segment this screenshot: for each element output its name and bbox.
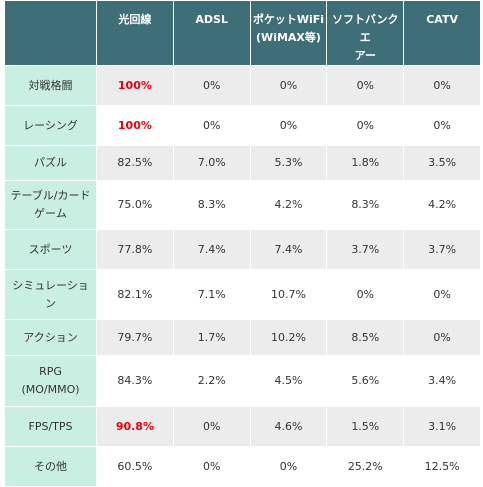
- row-label: レーシング: [4, 105, 97, 146]
- header-hikari: 光回線: [96, 0, 174, 66]
- header-softbank-air: ソフトバンクエ アー: [326, 0, 405, 66]
- table-cell: 90.8%: [96, 406, 174, 447]
- table-row: レーシング 100% 0% 0% 0% 0%: [4, 105, 481, 146]
- table-cell: 0%: [249, 105, 328, 146]
- table-cell: 0%: [172, 65, 251, 106]
- table-cell: 7.0%: [172, 145, 251, 181]
- table-row: パズル 82.5% 7.0% 5.3% 1.8% 3.5%: [4, 145, 481, 181]
- table-cell: 12.5%: [403, 446, 481, 487]
- table-cell: 7.1%: [172, 269, 251, 320]
- table-cell: 0%: [249, 65, 328, 106]
- table-cell: 4.2%: [249, 180, 328, 230]
- connection-share-table: 光回線 ADSL ポケットWiFi (WiMAX等) ソフトバンクエ アー CA…: [4, 0, 481, 487]
- table-cell: 4.6%: [249, 406, 328, 447]
- row-label: その他: [4, 446, 97, 487]
- row-label: FPS/TPS: [4, 406, 97, 447]
- row-label: RPG (MO/MMO): [4, 355, 97, 407]
- table-cell: 0%: [403, 105, 481, 146]
- table-cell: 10.2%: [249, 319, 328, 356]
- comparison-table-container: 光回線 ADSL ポケットWiFi (WiMAX等) ソフトバンクエ アー CA…: [4, 0, 481, 487]
- table-cell: 3.5%: [403, 145, 481, 181]
- table-row: RPG (MO/MMO) 84.3% 2.2% 4.5% 5.6% 3.4%: [4, 355, 481, 407]
- table-cell: 2.2%: [172, 355, 251, 407]
- table-cell: 0%: [172, 105, 251, 146]
- table-cell: 100%: [96, 105, 174, 146]
- table-cell: 75.0%: [96, 180, 174, 230]
- table-cell: 100%: [96, 65, 174, 106]
- table-cell: 4.2%: [403, 180, 481, 230]
- table-cell: 82.1%: [96, 269, 174, 320]
- table-row: 対戦格闘 100% 0% 0% 0% 0%: [4, 65, 481, 106]
- header-pocket-wifi: ポケットWiFi (WiMAX等): [249, 0, 328, 66]
- table-cell: 0%: [172, 446, 251, 487]
- table-cell: 0%: [403, 65, 481, 106]
- table-cell: 0%: [403, 319, 481, 356]
- table-cell: 3.1%: [403, 406, 481, 447]
- table-cell: 0%: [326, 65, 405, 106]
- row-label: パズル: [4, 145, 97, 181]
- table-cell: 10.7%: [249, 269, 328, 320]
- table-cell: 3.7%: [403, 229, 481, 270]
- table-row: アクション 79.7% 1.7% 10.2% 8.5% 0%: [4, 319, 481, 356]
- table-header-row: 光回線 ADSL ポケットWiFi (WiMAX等) ソフトバンクエ アー CA…: [4, 0, 481, 66]
- table-cell: 1.5%: [326, 406, 405, 447]
- table-row: テーブル/カード ゲーム 75.0% 8.3% 4.2% 8.3% 4.2%: [4, 180, 481, 230]
- table-cell: 7.4%: [172, 229, 251, 270]
- header-adsl: ADSL: [172, 0, 251, 66]
- row-label: テーブル/カード ゲーム: [4, 180, 97, 230]
- table-cell: 0%: [249, 446, 328, 487]
- table-cell: 25.2%: [326, 446, 405, 487]
- table-row: シミュレーショ ン 82.1% 7.1% 10.7% 0% 0%: [4, 269, 481, 320]
- table-cell: 82.5%: [96, 145, 174, 181]
- row-label: アクション: [4, 319, 97, 356]
- table-cell: 5.6%: [326, 355, 405, 407]
- table-cell: 5.3%: [249, 145, 328, 181]
- table-cell: 0%: [326, 269, 405, 320]
- table-cell: 3.4%: [403, 355, 481, 407]
- table-cell: 7.4%: [249, 229, 328, 270]
- table-cell: 84.3%: [96, 355, 174, 407]
- header-corner: [4, 0, 97, 66]
- table-cell: 3.7%: [326, 229, 405, 270]
- table-cell: 8.5%: [326, 319, 405, 356]
- table-body: 対戦格闘 100% 0% 0% 0% 0% レーシング 100% 0% 0% 0% 0% パズル 82.5…: [4, 65, 481, 487]
- table-cell: 4.5%: [249, 355, 328, 407]
- table-cell: 77.8%: [96, 229, 174, 270]
- table-row: FPS/TPS 90.8% 0% 4.6% 1.5% 3.1%: [4, 406, 481, 447]
- table-cell: 8.3%: [326, 180, 405, 230]
- row-label: 対戦格闘: [4, 65, 97, 106]
- table-cell: 8.3%: [172, 180, 251, 230]
- table-cell: 60.5%: [96, 446, 174, 487]
- table-cell: 1.8%: [326, 145, 405, 181]
- table-cell: 0%: [172, 406, 251, 447]
- table-row: その他 60.5% 0% 0% 25.2% 12.5%: [4, 446, 481, 487]
- table-cell: 79.7%: [96, 319, 174, 356]
- table-cell: 0%: [403, 269, 481, 320]
- table-row: スポーツ 77.8% 7.4% 7.4% 3.7% 3.7%: [4, 229, 481, 270]
- table-cell: 1.7%: [172, 319, 251, 356]
- row-label: スポーツ: [4, 229, 97, 270]
- row-label: シミュレーショ ン: [4, 269, 97, 320]
- header-catv: CATV: [403, 0, 481, 66]
- table-cell: 0%: [326, 105, 405, 146]
